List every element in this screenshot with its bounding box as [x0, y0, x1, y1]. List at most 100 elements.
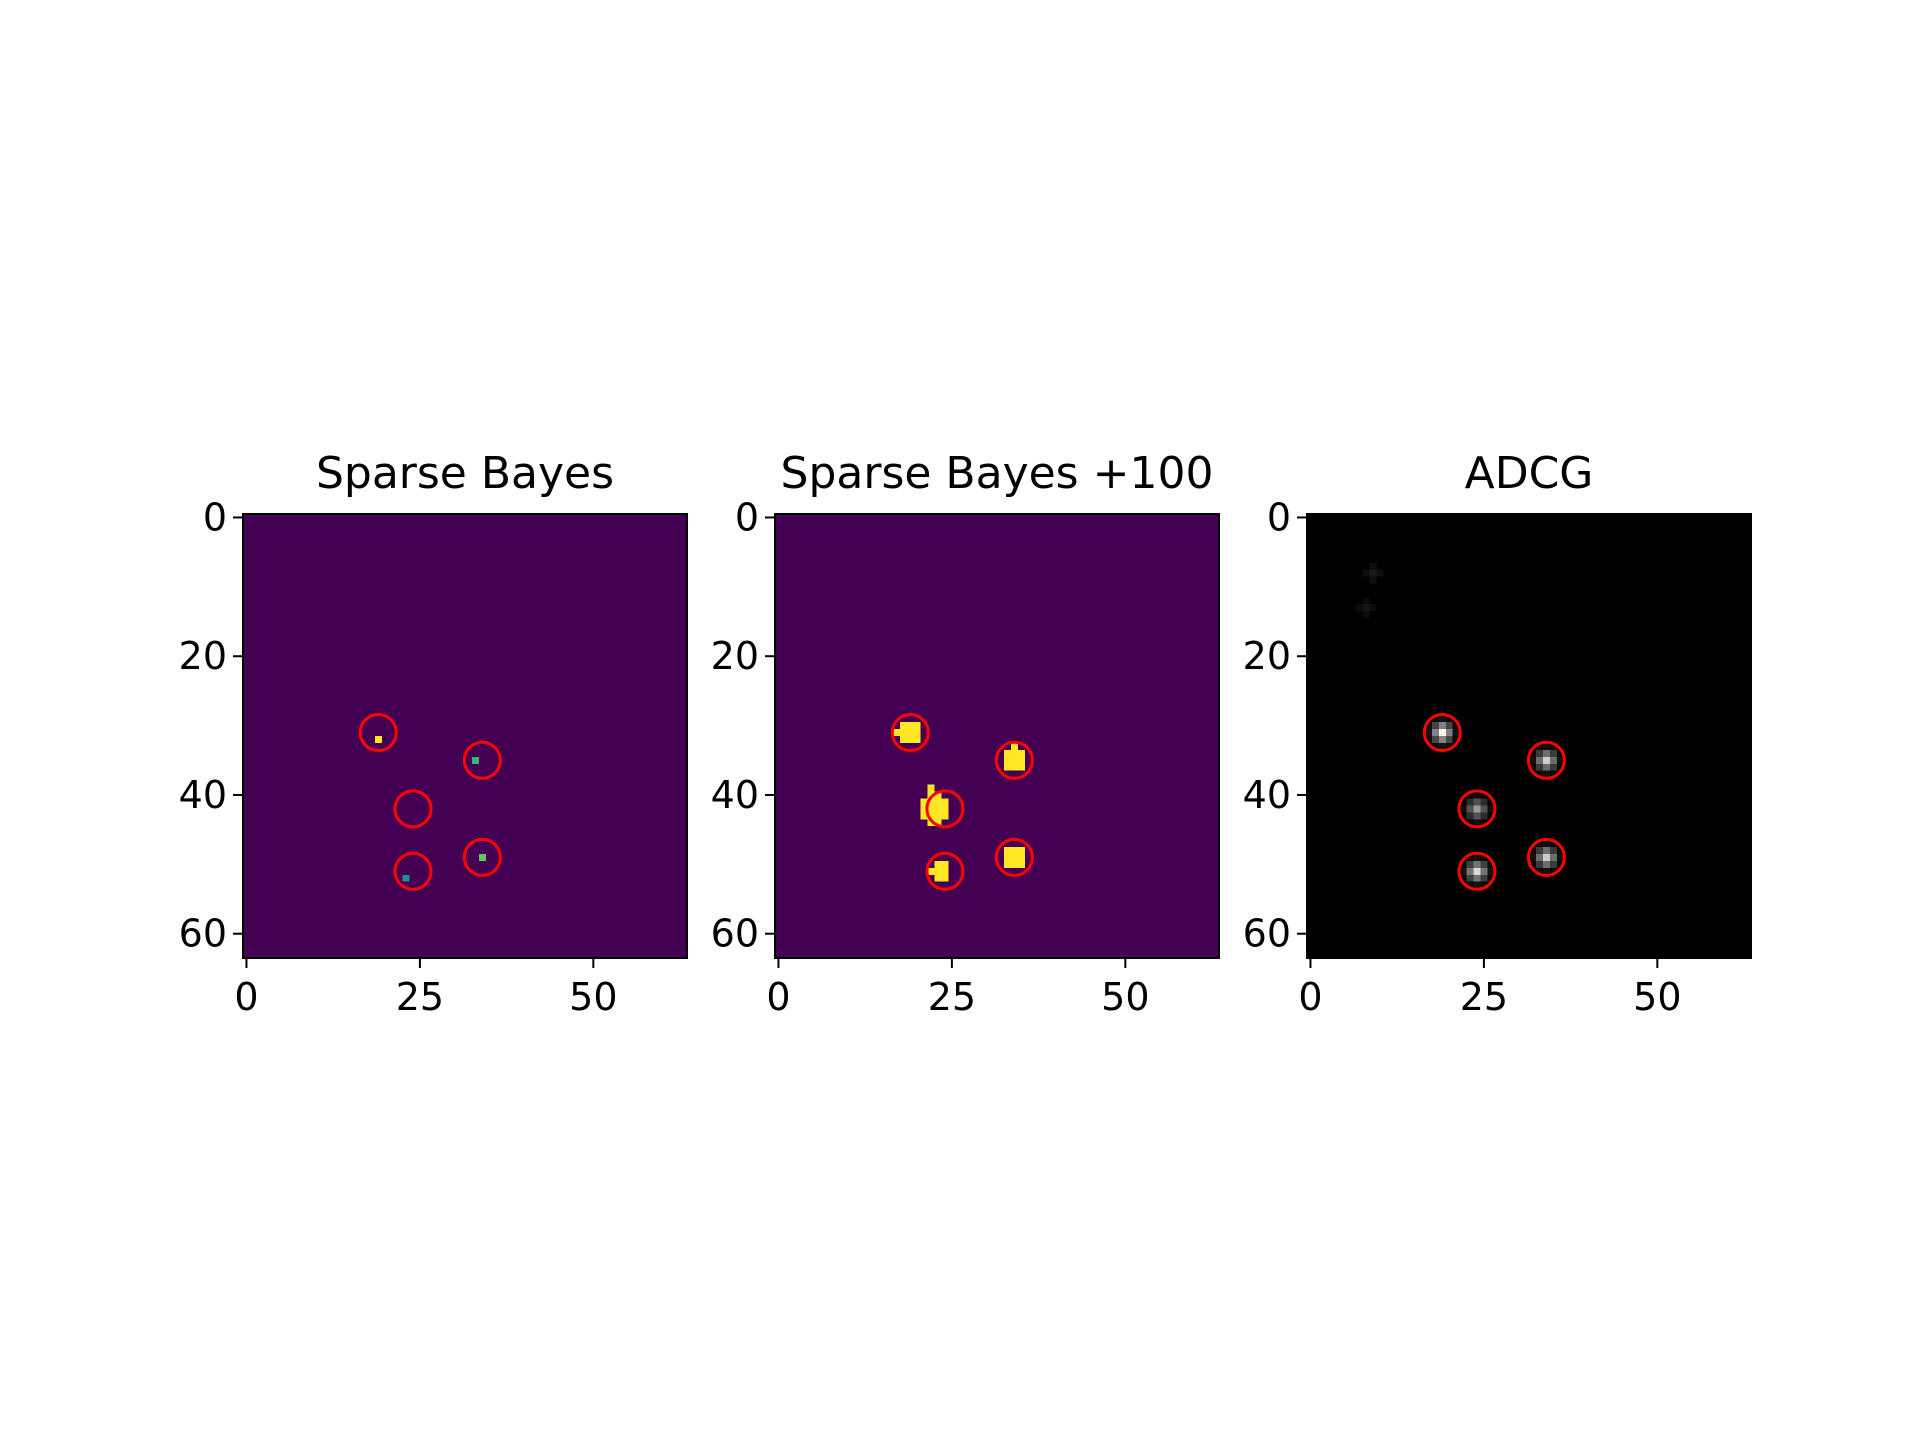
blob-pixel: [1556, 756, 1564, 765]
blob-pixel: [1445, 715, 1453, 723]
axes-frame: [1306, 513, 1752, 959]
marker-circle: [925, 789, 965, 829]
blob-pixel: [1473, 791, 1481, 799]
blob-pixel: [1473, 819, 1481, 827]
x-tick-label: 50: [1633, 975, 1681, 1019]
blob-pixel: [1529, 847, 1537, 855]
blob-pixel: [1529, 749, 1537, 758]
blob-pixel: [1438, 722, 1447, 730]
marker-circle: [994, 837, 1034, 877]
marker-circle: [462, 837, 502, 877]
bright-pixel: [899, 722, 921, 743]
blob-pixel: [1473, 860, 1481, 869]
y-tick-label: 60: [179, 912, 227, 956]
y-tick-label: 0: [735, 495, 759, 539]
blob-pixel: [1480, 812, 1488, 820]
blob-pixel: [1362, 604, 1370, 612]
blob-pixel: [1459, 874, 1467, 882]
blob-pixel: [1424, 736, 1433, 744]
blob-pixel: [1487, 805, 1495, 813]
x-tick-label: 50: [1101, 975, 1149, 1019]
blob-pixel: [1529, 756, 1537, 765]
y-tick-label: 40: [1243, 773, 1291, 817]
panel-sparse-bayes-plus-100: Sparse Bayes +100 0 25 50 0 20 40 60: [711, 448, 1220, 1019]
blob-pixel: [1549, 847, 1558, 855]
y-tick-label: 0: [203, 495, 227, 539]
bright-pixel: [478, 853, 486, 861]
blob-pixel: [1549, 853, 1558, 862]
blob-pixel: [1459, 867, 1467, 876]
marker-circle: [462, 740, 502, 780]
blob-pixel: [1473, 798, 1481, 806]
bright-pixel: [1010, 742, 1018, 750]
blob-pixel: [1549, 749, 1558, 758]
blob-pixel: [1529, 763, 1537, 771]
blob-pixel: [1466, 860, 1474, 869]
blob-pixel: [1542, 749, 1551, 758]
x-tick-label: 25: [1460, 975, 1508, 1019]
blob-pixel: [1556, 853, 1564, 862]
panel-adcg: ADCG 0 25 50 0 20 40 60: [1243, 448, 1752, 1019]
blob-pixel: [1424, 722, 1433, 730]
y-tick-label: 20: [1243, 634, 1291, 678]
blob-pixel: [1549, 770, 1558, 778]
blob-pixel: [1480, 798, 1488, 806]
y-tick-label: 40: [179, 773, 227, 817]
x-tick-label: 50: [569, 975, 617, 1019]
blob-pixel: [1445, 729, 1453, 737]
blob-pixel: [1487, 874, 1495, 882]
blob-pixel: [1542, 853, 1551, 862]
y-tick-label: 60: [711, 912, 759, 956]
blob-pixel: [1535, 770, 1544, 778]
blob-pixel: [1362, 611, 1370, 619]
blob-pixel: [1556, 860, 1564, 869]
marker-circle: [1526, 740, 1566, 780]
bright-pixel: [892, 729, 900, 736]
blob-pixel: [1549, 867, 1558, 876]
blob-pixel: [1362, 569, 1370, 577]
bright-pixel: [1003, 749, 1025, 771]
marker-circle: [393, 851, 433, 891]
blob-pixel: [1424, 729, 1433, 737]
bright-pixel: [471, 756, 479, 764]
blob-pixel: [1542, 742, 1551, 751]
axes-frame: [242, 513, 688, 959]
y-tick-label: 0: [1267, 495, 1291, 539]
blob-pixel: [1466, 805, 1474, 813]
blob-pixel: [1535, 742, 1544, 751]
blob-pixel: [1480, 867, 1488, 876]
blob-pixel: [1535, 840, 1544, 848]
blob-pixel: [1542, 763, 1551, 771]
blob-pixel: [1480, 805, 1488, 813]
y-tick-label: 60: [1243, 912, 1291, 956]
blob-pixel: [1466, 881, 1474, 889]
image-background: [1307, 514, 1751, 958]
bright-pixel: [1003, 847, 1025, 868]
blob-pixel: [1535, 867, 1544, 876]
marker-circle: [994, 740, 1034, 780]
blob-pixel: [1445, 722, 1453, 730]
blob-pixel: [1535, 860, 1544, 869]
y-tick-label: 20: [711, 634, 759, 678]
blob-pixel: [1542, 867, 1551, 876]
blob-pixel: [1438, 715, 1447, 723]
blob-pixel: [1452, 729, 1460, 737]
marker-circle: [1457, 789, 1497, 829]
blob-pixel: [1452, 736, 1460, 744]
blob-pixel: [1431, 736, 1440, 744]
marker-circle: [358, 713, 398, 753]
blob-pixel: [1369, 576, 1377, 584]
blob-pixel: [1376, 569, 1384, 577]
blob-pixel: [1369, 604, 1377, 612]
blob-pixel: [1542, 847, 1551, 855]
y-tick-label: 40: [711, 773, 759, 817]
marker-circle: [890, 713, 930, 753]
blob-pixel: [1487, 860, 1495, 869]
blob-pixel: [1466, 812, 1474, 820]
blob-pixel: [1542, 770, 1551, 778]
x-tick-label: 0: [1298, 975, 1322, 1019]
blob-pixel: [1466, 874, 1474, 882]
blob-pixel: [1431, 742, 1440, 751]
marker-circle: [1422, 713, 1462, 753]
